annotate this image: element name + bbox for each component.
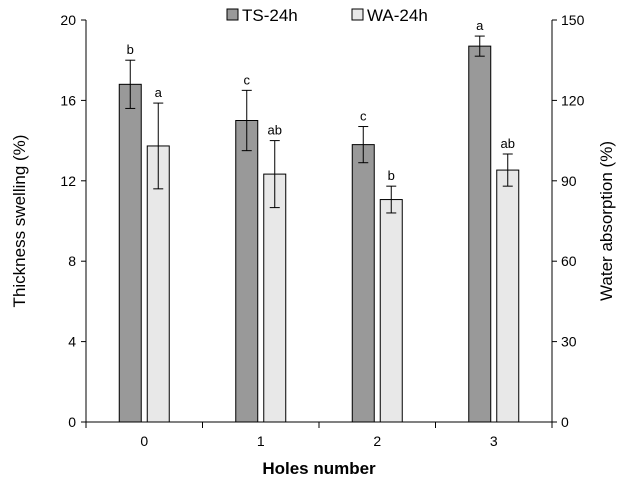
x-axis-label: Holes number xyxy=(262,459,376,478)
y-tick-label: 12 xyxy=(60,173,76,189)
error-bar-wa-24h-0 xyxy=(153,102,164,190)
error-bar-wa-24h-3 xyxy=(502,153,513,187)
significance-label-ts-24h-2: c xyxy=(360,109,367,124)
x-tick-label: 2 xyxy=(373,433,381,449)
x-tick-label: 1 xyxy=(257,433,265,449)
error-bar-ts-24h-0 xyxy=(125,59,136,109)
error-bar-ts-24h-1 xyxy=(241,89,252,152)
bar-ts-24h-0 xyxy=(118,83,142,423)
bars-layer: b c c a a ab b ab xyxy=(118,18,520,423)
bar-ts-24h-1 xyxy=(235,120,259,423)
error-bar-wa-24h-1 xyxy=(269,140,280,209)
significance-label-ts-24h-0: b xyxy=(127,42,134,57)
bar-wa-24h-1 xyxy=(263,173,287,423)
significance-label-wa-24h-0: a xyxy=(155,85,163,100)
legend-label: TS-24h xyxy=(242,6,298,25)
error-bar-ts-24h-3 xyxy=(474,35,485,57)
y-tick-label: 4 xyxy=(68,334,76,350)
bar-wa-24h-2 xyxy=(379,199,403,423)
error-bar-wa-24h-2 xyxy=(386,185,397,214)
bar-ts-24h-3 xyxy=(468,45,492,423)
y-tick-label: 0 xyxy=(68,414,76,430)
y2-axis-label: Water absorption (%) xyxy=(597,141,616,301)
y-axis-label: Thickness swelling (%) xyxy=(10,135,29,308)
legend-swatch xyxy=(226,8,239,21)
x-tick-label: 3 xyxy=(490,433,498,449)
y2-tick-label: 150 xyxy=(561,12,585,28)
y-tick-label: 8 xyxy=(68,253,76,269)
y2-tick-label: 90 xyxy=(561,173,577,189)
x-tick-label: 0 xyxy=(140,433,148,449)
legend-label: WA-24h xyxy=(367,6,428,25)
y2-tick-label: 0 xyxy=(561,414,569,430)
significance-label-wa-24h-1: ab xyxy=(268,123,282,138)
legend-swatch xyxy=(351,8,364,21)
significance-label-ts-24h-3: a xyxy=(476,18,484,33)
y-tick-label: 20 xyxy=(60,12,76,28)
significance-label-wa-24h-2: b xyxy=(388,168,395,183)
legend: TS-24h WA-24h xyxy=(226,6,428,25)
y2-tick-label: 60 xyxy=(561,253,577,269)
error-bar-ts-24h-2 xyxy=(358,126,369,164)
bar-ts-24h-2 xyxy=(351,144,375,423)
y2-tick-label: 120 xyxy=(561,92,585,108)
y2-tick-label: 30 xyxy=(561,334,577,350)
bar-wa-24h-3 xyxy=(496,169,520,423)
significance-label-ts-24h-1: c xyxy=(244,72,251,87)
legend-item-ts-24h: TS-24h xyxy=(226,6,298,25)
y-tick-label: 16 xyxy=(60,92,76,108)
significance-label-wa-24h-3: ab xyxy=(501,136,515,151)
legend-item-wa-24h: WA-24h xyxy=(351,6,428,25)
